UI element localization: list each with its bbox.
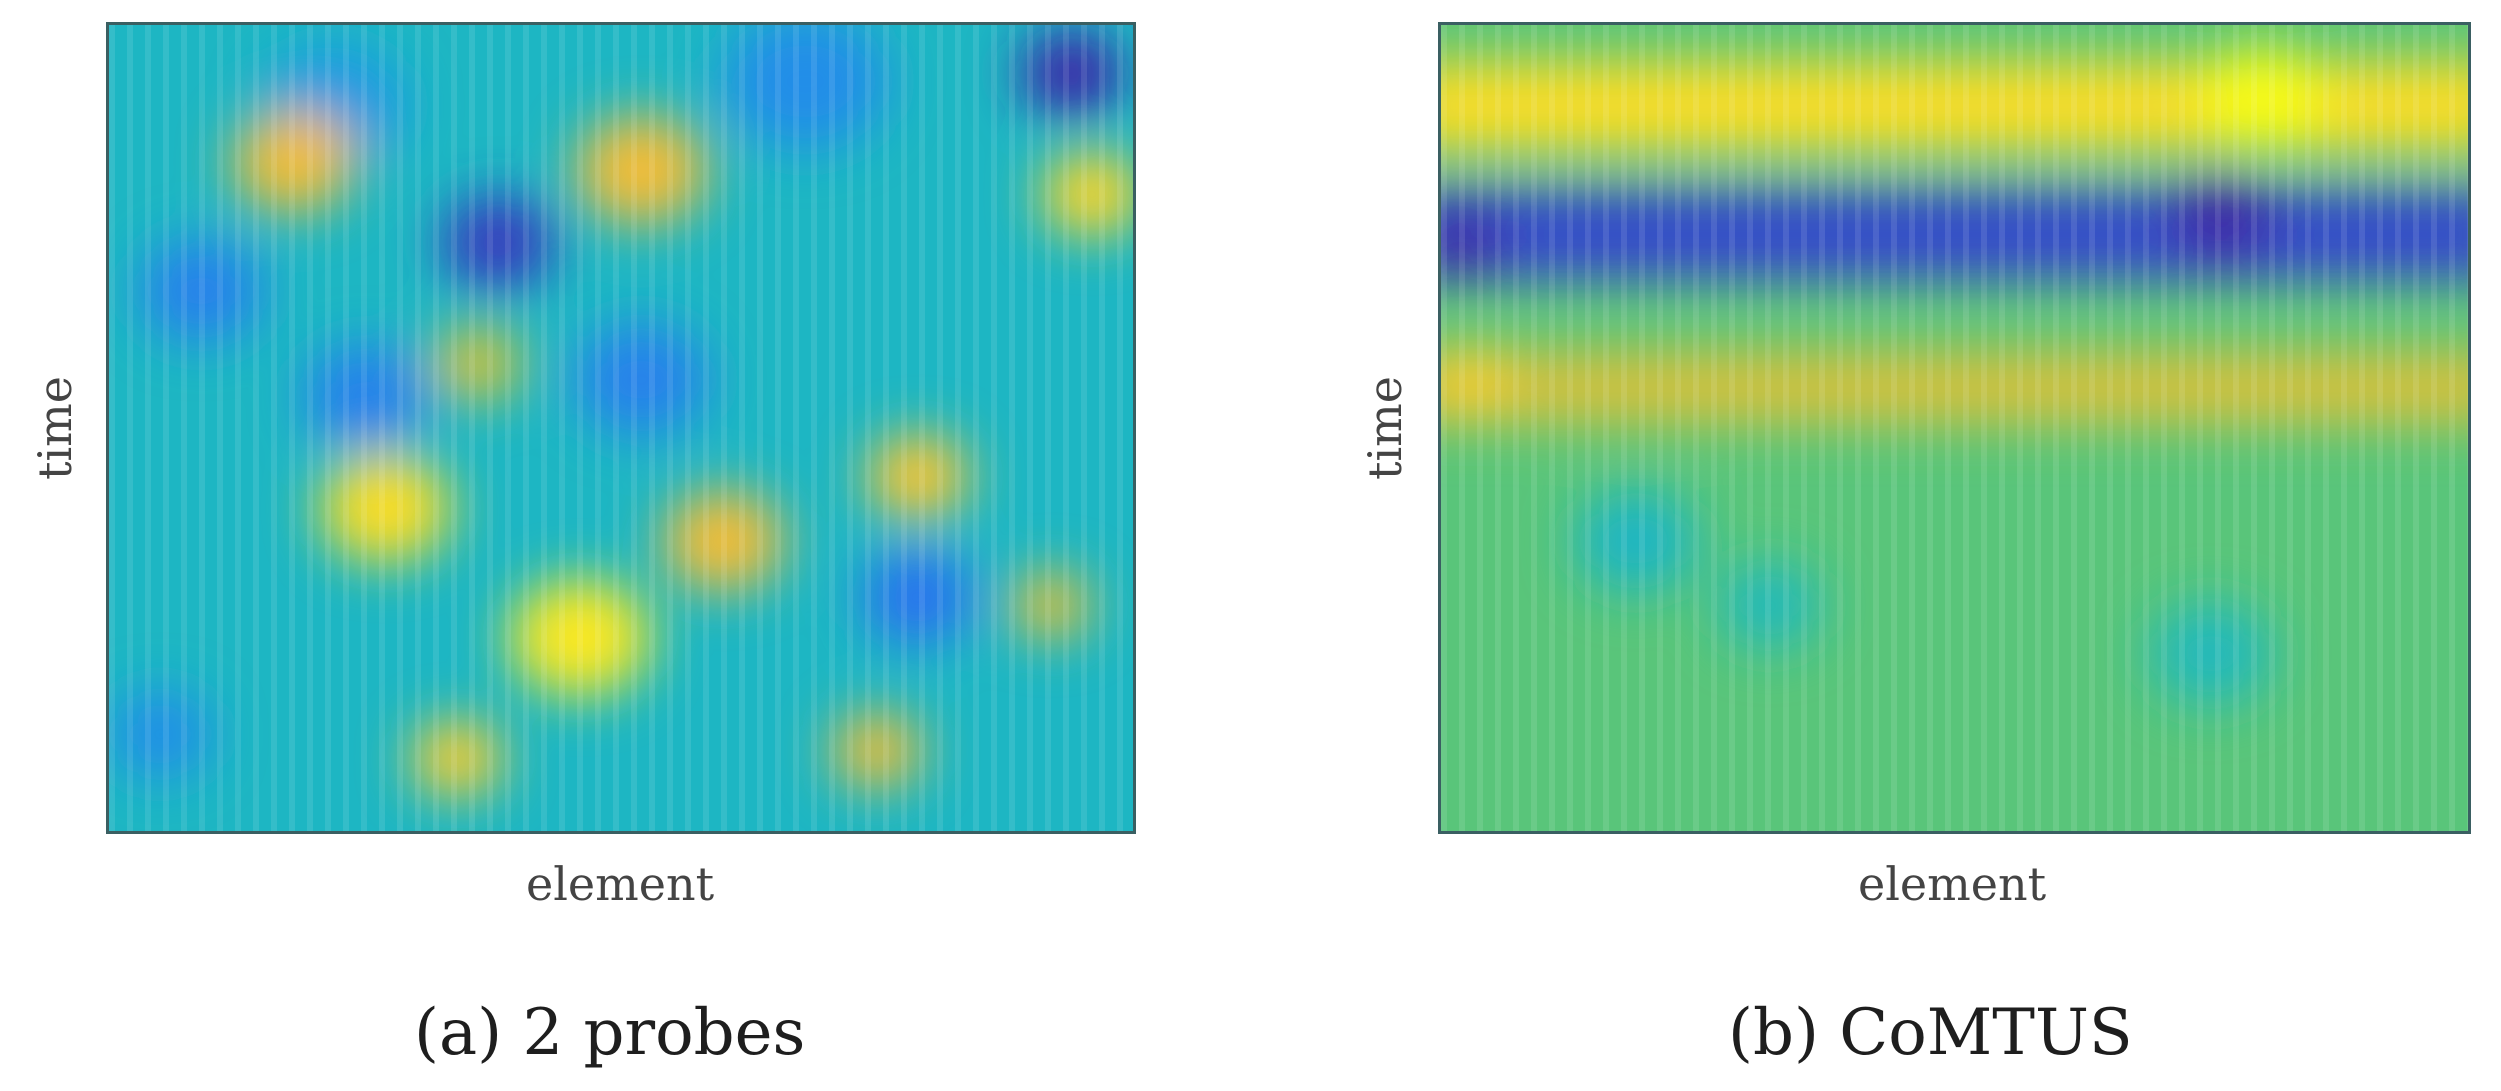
heatmap-cell-13 (508, 578, 652, 697)
heatmap-cell-3 (139, 240, 263, 342)
heatmap-cell-6 (2149, 602, 2273, 705)
heatmap-cell-17 (411, 720, 504, 797)
heatmap-cell-1 (441, 196, 555, 290)
heatmap-a-plot (106, 22, 1136, 834)
heatmap-texture (109, 25, 1123, 831)
heatmap-cell-11 (1040, 151, 1133, 237)
heatmap-a-y-axis-label: time (28, 375, 82, 481)
heatmap-band-1 (1441, 190, 2468, 279)
heatmap-cell-9 (231, 111, 355, 213)
heatmap-a-x-axis-label: element (526, 857, 715, 911)
heatmap-cell-10 (574, 115, 709, 226)
heatmap-a-svg (109, 25, 1133, 831)
heatmap-cell-18 (830, 712, 924, 789)
heatmap-background (1441, 25, 2468, 831)
heatmap-cell-8 (109, 691, 212, 777)
heatmap-cell-1 (1441, 208, 1503, 277)
heatmap-cell-6 (723, 25, 888, 150)
heatmap-cell-4 (1574, 490, 1698, 592)
heatmap-texture (1441, 25, 2468, 831)
heatmap-cell-15 (866, 434, 970, 519)
heatmap-cell-0 (2200, 46, 2325, 149)
heatmap-cell-5 (1718, 563, 1821, 648)
heatmap-cells (1441, 46, 2468, 705)
heatmap-cell-4 (303, 344, 427, 447)
heatmap-b-caption: (b) CoMTUS (1728, 996, 2133, 1070)
heatmap-cell-16 (431, 325, 524, 402)
heatmap-cell-14 (661, 490, 785, 592)
heatmap-cell-0 (1020, 31, 1123, 116)
heatmap-b-plot (1438, 22, 2471, 834)
heatmap-b-x-axis-label: element (1858, 857, 2047, 911)
heatmap-cell-3 (1441, 345, 1513, 414)
heatmap-cell-5 (574, 324, 709, 435)
heatmap-cell-12 (318, 453, 453, 564)
heatmap-a-caption: (a) 2 probes (414, 996, 806, 1070)
heatmap-b-svg (1441, 25, 2468, 831)
heatmap-cells (109, 25, 1133, 797)
heatmap-cell-2 (2170, 176, 2273, 261)
heatmap-cell-2 (861, 550, 975, 644)
heatmap-b-y-axis-label: time (1358, 375, 1412, 481)
heatmap-band-2 (1441, 351, 2468, 424)
heatmap-cell-19 (1010, 571, 1093, 640)
